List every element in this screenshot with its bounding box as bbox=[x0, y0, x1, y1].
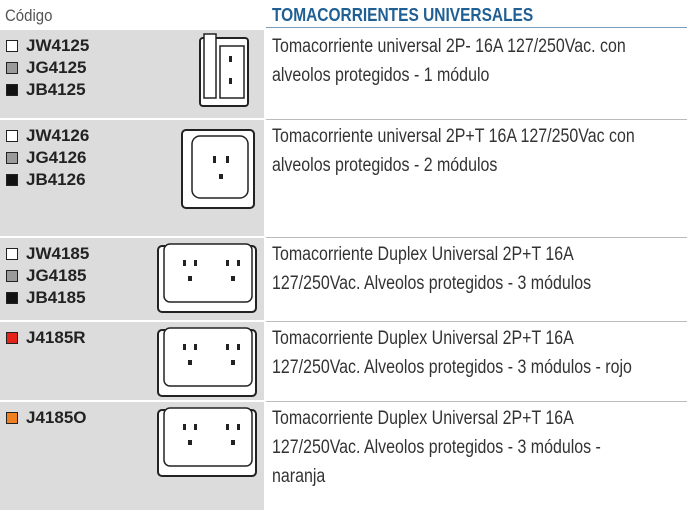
section-title: TOMACORRIENTES UNIVERSALES bbox=[272, 5, 534, 25]
color-swatch bbox=[6, 174, 18, 186]
color-swatch bbox=[6, 152, 18, 164]
row-rule bbox=[266, 401, 687, 402]
code-text: JW4125 bbox=[26, 36, 90, 55]
description: Tomacorriente universal 2P+T 16A 127/250… bbox=[272, 122, 687, 180]
product-code: JG4125 bbox=[6, 58, 87, 78]
product-row: JW4185 JG4185 JB4185 Tomacorriente Duplex U… bbox=[0, 238, 687, 320]
description-line: 127/250Vac. Alveolos protegidos - 3 módu… bbox=[272, 437, 601, 458]
product-row: JW4125 JG4125 JB4125 Tomacorriente universa… bbox=[0, 30, 687, 118]
description: Tomacorriente universal 2P- 16A 127/250V… bbox=[272, 32, 687, 90]
color-swatch bbox=[6, 412, 18, 424]
code-header: Código bbox=[5, 6, 53, 25]
product-code: JG4185 bbox=[6, 266, 87, 286]
product-icon bbox=[199, 33, 249, 107]
color-swatch bbox=[6, 292, 18, 304]
product-code: J4185R bbox=[6, 328, 86, 348]
description-line: 127/250Vac. Alveolos protegidos - 3 módu… bbox=[272, 273, 592, 294]
description-line: naranja bbox=[272, 466, 326, 487]
code-text: JG4185 bbox=[26, 266, 87, 285]
product-icon bbox=[157, 243, 257, 313]
product-code: JB4185 bbox=[6, 288, 86, 308]
header-rule bbox=[266, 27, 687, 28]
color-swatch bbox=[6, 332, 18, 344]
color-swatch bbox=[6, 270, 18, 282]
description-line: Tomacorriente Duplex Universal 2P+T 16A bbox=[272, 244, 574, 265]
description-line: Tomacorriente universal 2P- 16A 127/250V… bbox=[272, 36, 626, 57]
product-icon bbox=[181, 129, 255, 209]
code-text: JW4185 bbox=[26, 244, 90, 263]
product-icon bbox=[157, 407, 257, 477]
product-code: J4185O bbox=[6, 408, 87, 428]
row-rule bbox=[266, 237, 687, 238]
color-swatch bbox=[6, 84, 18, 96]
code-text: JB4185 bbox=[26, 288, 86, 307]
code-text: J4185O bbox=[26, 408, 87, 427]
description: Tomacorriente Duplex Universal 2P+T 16A 1… bbox=[272, 324, 687, 382]
product-code: JG4126 bbox=[6, 148, 87, 168]
description-line: Tomacorriente Duplex Universal 2P+T 16A bbox=[272, 328, 574, 349]
code-text: JB4126 bbox=[26, 170, 86, 189]
product-code: JB4125 bbox=[6, 80, 86, 100]
description-line: Tomacorriente Duplex Universal 2P+T 16A bbox=[272, 408, 574, 429]
product-row: J4185O Tomacorriente Duplex Universal 2P+… bbox=[0, 402, 687, 510]
description-line: alveolos protegidos - 1 módulo bbox=[272, 65, 490, 86]
code-text: JG4125 bbox=[26, 58, 87, 77]
color-swatch bbox=[6, 40, 18, 52]
code-text: J4185R bbox=[26, 328, 86, 347]
color-swatch bbox=[6, 62, 18, 74]
code-text: JW4126 bbox=[26, 126, 90, 145]
color-swatch bbox=[6, 248, 18, 260]
product-code: JW4126 bbox=[6, 126, 89, 146]
product-row: J4185R Tomacorriente Duplex Universal 2P+… bbox=[0, 322, 687, 400]
product-icon bbox=[157, 327, 257, 397]
color-swatch bbox=[6, 130, 18, 142]
description-line: alveolos protegidos - 2 módulos bbox=[272, 155, 498, 176]
description-line: Tomacorriente universal 2P+T 16A 127/250… bbox=[272, 126, 635, 147]
row-rule bbox=[266, 321, 687, 322]
code-text: JB4125 bbox=[26, 80, 86, 99]
product-row: JW4126 JG4126 JB4126 Tomacorriente universa… bbox=[0, 120, 687, 236]
row-rule bbox=[266, 119, 687, 120]
product-code: JW4125 bbox=[6, 36, 89, 56]
product-code: JB4126 bbox=[6, 170, 86, 190]
code-text: JG4126 bbox=[26, 148, 87, 167]
description: Tomacorriente Duplex Universal 2P+T 16A 1… bbox=[272, 404, 687, 491]
product-code: JW4185 bbox=[6, 244, 89, 264]
description: Tomacorriente Duplex Universal 2P+T 16A 1… bbox=[272, 240, 687, 298]
description-line: 127/250Vac. Alveolos protegidos - 3 módu… bbox=[272, 357, 632, 378]
